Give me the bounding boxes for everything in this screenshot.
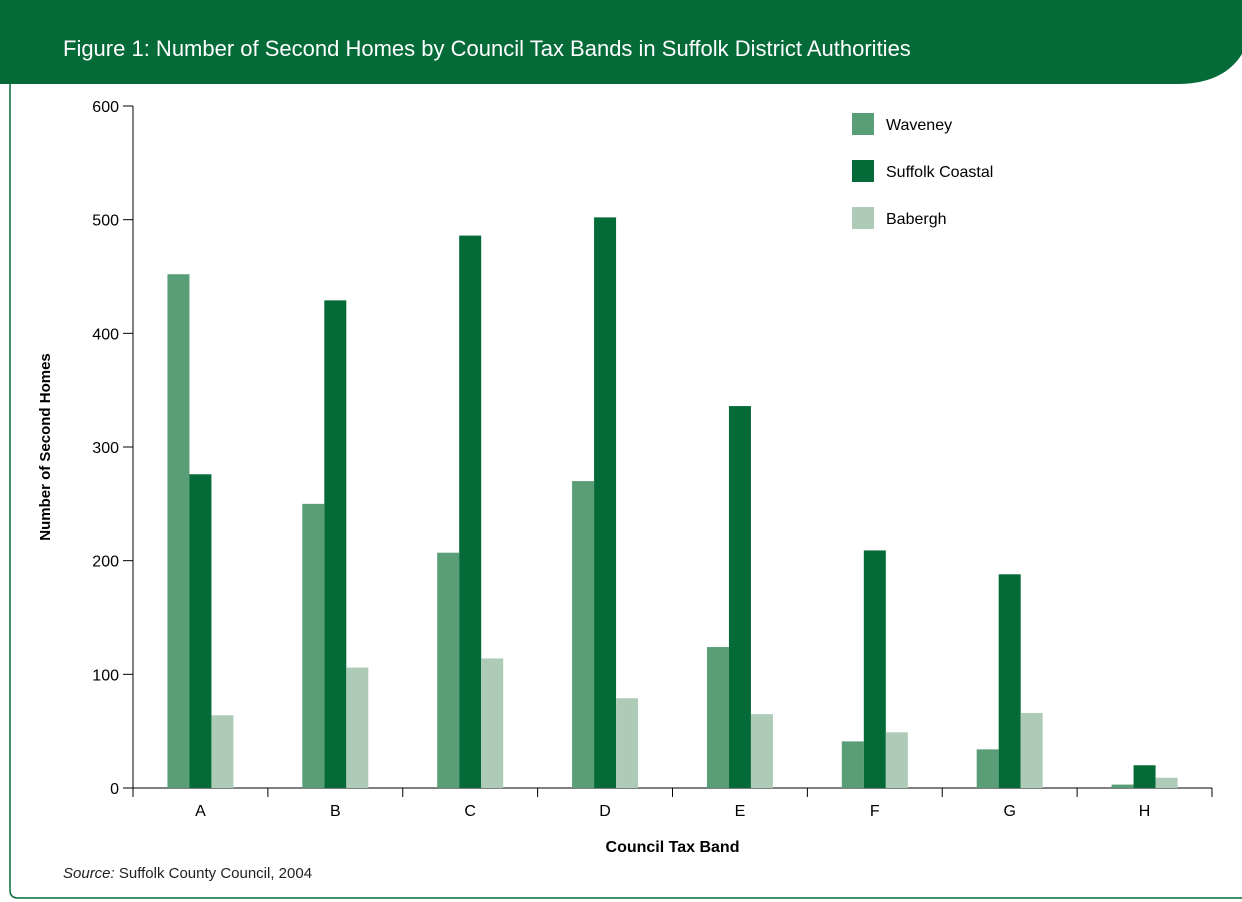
x-tick-label: A [195, 803, 206, 820]
x-tick-label: D [599, 803, 611, 820]
x-tick-label: B [330, 803, 341, 820]
bar [211, 715, 234, 788]
source-text: Suffolk County Council, 2004 [118, 865, 313, 882]
bar [863, 550, 886, 788]
bar [189, 474, 212, 788]
bar [1020, 712, 1043, 788]
legend-label: Suffolk Coastal [886, 164, 993, 181]
legend-label: Waveney [886, 117, 952, 134]
bar [616, 698, 639, 788]
y-tick-label: 400 [92, 326, 119, 343]
bar [706, 647, 729, 788]
bar [459, 235, 482, 788]
legend-swatch [852, 207, 874, 229]
figure-title: Figure 1: Number of Second Homes by Coun… [63, 36, 911, 61]
bar-chart: 0 100 200 300 400 500 600 A B C D E F G H Council Tax B… [37, 99, 1213, 856]
frame-border [9, 84, 1242, 899]
bar [1133, 765, 1156, 788]
x-axis-title: Council Tax Band [606, 839, 740, 856]
y-tick-label: 0 [110, 781, 119, 798]
bar [302, 503, 325, 788]
y-tick-label: 500 [92, 213, 119, 230]
x-tick-label: H [1139, 803, 1151, 820]
x-tick-label: G [1003, 803, 1015, 820]
y-tick-label: 100 [92, 667, 119, 684]
x-tick-label: E [735, 803, 746, 820]
y-tick-label: 600 [92, 99, 119, 116]
legend-swatch [852, 160, 874, 182]
bar [167, 274, 190, 788]
bar [728, 406, 751, 788]
bar [750, 714, 773, 788]
bar [346, 667, 369, 788]
bar [437, 552, 460, 788]
bar [594, 217, 617, 789]
bar [841, 741, 864, 788]
header-banner [0, 0, 1242, 84]
bar [1111, 784, 1134, 788]
source-label: Source: [63, 865, 115, 882]
x-tick-label: F [870, 803, 880, 820]
legend-swatch [852, 113, 874, 135]
bar [481, 658, 504, 788]
bar [885, 732, 908, 788]
legend-label: Babergh [886, 211, 947, 228]
bar [976, 749, 999, 788]
bar [998, 574, 1021, 788]
bar [1155, 777, 1178, 788]
y-axis-title: Number of Second Homes [37, 353, 54, 541]
y-tick-label: 300 [92, 440, 119, 457]
y-tick-label: 200 [92, 554, 119, 571]
bar [324, 300, 347, 788]
bar [572, 481, 595, 788]
source-note: Source: Suffolk County Council, 2004 [63, 865, 312, 882]
x-tick-label: C [464, 803, 476, 820]
